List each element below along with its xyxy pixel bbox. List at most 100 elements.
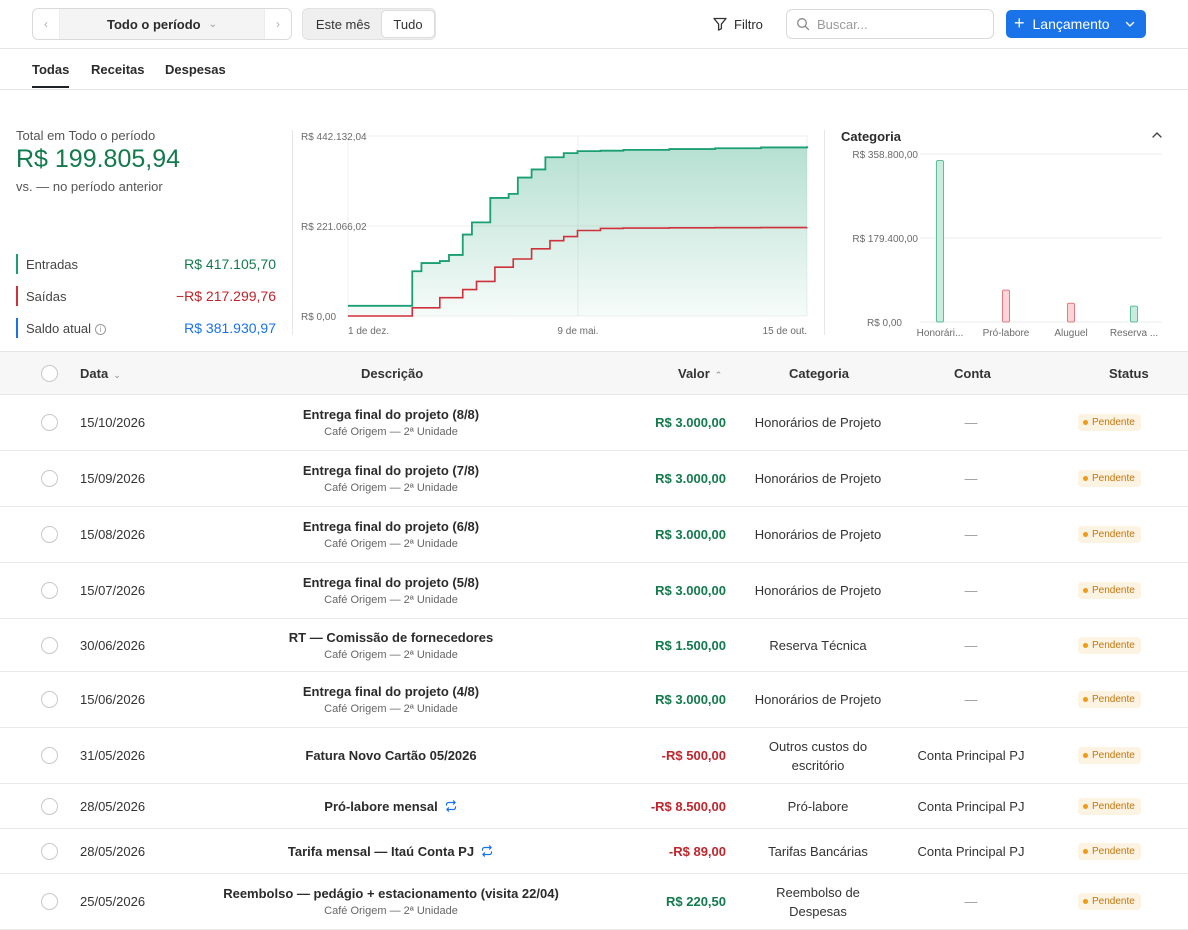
row-subtitle: Café Origem — 2ª Unidade xyxy=(324,703,458,715)
row-account: — xyxy=(964,583,978,598)
row-title-wrap: Entrega final do projeto (7/8) xyxy=(303,463,479,478)
filter-label: Filtro xyxy=(734,16,763,32)
row-category: Honorários de Projeto xyxy=(754,583,882,598)
row-value: R$ 220,50 xyxy=(666,894,726,909)
status-label: Pendente xyxy=(1092,639,1135,651)
chevron-up-icon[interactable] xyxy=(1150,128,1164,142)
row-date: 25/05/2026 xyxy=(80,894,146,909)
row-subtitle: Café Origem — 2ª Unidade xyxy=(324,426,458,438)
period-dropdown[interactable]: Todo o período ⌄ xyxy=(60,9,264,39)
row-checkbox[interactable] xyxy=(41,526,58,543)
category-chart: R$ 358.800,00 R$ 179.400,00 R$ 0,00 Hono… xyxy=(852,150,1162,339)
metric-value: −R$ 217.299,76 xyxy=(175,288,276,304)
status-badge[interactable]: Pendente xyxy=(1078,470,1141,487)
status-dot xyxy=(1083,803,1088,809)
status-badge[interactable]: Pendente xyxy=(1078,842,1141,860)
row-date: 15/10/2026 xyxy=(80,415,146,430)
header-account[interactable]: Conta xyxy=(954,366,991,381)
status-label: Pendente xyxy=(1092,800,1135,812)
segment-this-month[interactable]: Este mês xyxy=(315,16,371,32)
row-category: Outros custos do escritório xyxy=(768,738,868,773)
tab-receitas[interactable]: Receitas xyxy=(91,62,145,77)
header-status[interactable]: Status xyxy=(1109,366,1149,381)
tab-despesas[interactable]: Despesas xyxy=(165,62,226,77)
chevron-left-icon: ‹ xyxy=(44,17,48,31)
row-checkbox[interactable] xyxy=(41,470,58,487)
status-label: Pendente xyxy=(1092,585,1135,596)
row-account: Conta Principal PJ xyxy=(917,843,1025,859)
category-bar[interactable] xyxy=(1130,305,1138,323)
row-checkbox[interactable] xyxy=(41,843,58,860)
total-label: Total em Todo o período xyxy=(16,128,156,143)
table-row[interactable]: 28/05/2026 Tarifa mensal — Itaú Conta PJ -… xyxy=(0,829,1188,874)
row-checkbox[interactable] xyxy=(41,747,58,764)
chevron-up-icon: ⌃ xyxy=(714,370,723,380)
row-checkbox[interactable] xyxy=(41,798,58,815)
category-bar[interactable] xyxy=(1067,302,1075,323)
saidas-line xyxy=(348,226,808,317)
header-date[interactable]: Data ⌄ xyxy=(80,366,121,381)
entradas-line xyxy=(348,146,808,307)
table-row[interactable]: 31/05/2026 Fatura Novo Cartão 05/2026 -R$ … xyxy=(0,728,1188,784)
row-category: Pró-labore xyxy=(787,798,849,814)
chevron-down-icon: ⌄ xyxy=(113,370,121,380)
row-checkbox[interactable] xyxy=(41,691,58,708)
row-date: 30/06/2026 xyxy=(80,637,146,653)
category-bar[interactable] xyxy=(936,159,944,323)
header-value[interactable]: Valor ⌃ xyxy=(678,366,723,381)
row-status: Pendente xyxy=(1078,874,1141,929)
row-account: — xyxy=(964,894,978,909)
new-entry-button[interactable]: + Lançamento xyxy=(1006,10,1146,38)
table-row[interactable]: 15/06/2026 Entrega final do projeto (4/8)… xyxy=(0,672,1188,728)
table-row[interactable]: 15/09/2026 Entrega final do projeto (7/8)… xyxy=(0,451,1188,507)
status-badge[interactable]: Pendente xyxy=(1078,414,1141,431)
row-category: Honorários de Projeto xyxy=(754,527,882,542)
table-row[interactable]: 30/06/2026 RT — Comissão de fornecedores C… xyxy=(0,619,1188,672)
status-badge[interactable]: Pendente xyxy=(1078,691,1141,708)
info-icon[interactable]: i xyxy=(95,323,107,335)
table-row[interactable]: 28/05/2026 Pró-labore mensal -R$ 8.500,00 P… xyxy=(0,784,1188,829)
row-checkbox[interactable] xyxy=(41,582,58,599)
table-row[interactable]: 15/07/2026 Entrega final do projeto (5/8)… xyxy=(0,563,1188,619)
table-row[interactable]: 15/08/2026 Entrega final do projeto (6/8)… xyxy=(0,507,1188,563)
status-badge[interactable]: Pendente xyxy=(1078,747,1141,764)
status-badge[interactable]: Pendente xyxy=(1078,636,1141,654)
table-row[interactable]: 25/05/2026 Reembolso — pedágio + estacion… xyxy=(0,874,1188,930)
category-bar[interactable] xyxy=(1002,289,1010,323)
status-badge[interactable]: Pendente xyxy=(1078,582,1141,599)
row-checkbox[interactable] xyxy=(41,414,58,431)
select-all-checkbox[interactable] xyxy=(41,365,58,382)
row-checkbox[interactable] xyxy=(41,637,58,654)
table-row[interactable]: 15/10/2026 Entrega final do projeto (8/8)… xyxy=(0,395,1188,451)
row-description: Entrega final do projeto (5/8) Café Orige… xyxy=(190,563,592,618)
row-category: Tarifas Bancárias xyxy=(768,843,868,859)
search-icon xyxy=(797,18,810,31)
tab-todas[interactable]: Todas xyxy=(32,62,70,88)
status-badge[interactable]: Pendente xyxy=(1078,526,1141,543)
row-category: Reserva Técnica xyxy=(769,637,867,653)
search-input[interactable] xyxy=(817,16,977,32)
status-badge[interactable]: Pendente xyxy=(1078,797,1141,815)
category-label: Aluguel xyxy=(1054,328,1087,339)
status-dot xyxy=(1083,420,1088,425)
filter-button[interactable]: Filtro xyxy=(712,12,763,36)
row-category: Honorários de Projeto xyxy=(754,692,882,707)
row-checkbox[interactable] xyxy=(41,893,58,910)
status-label: Pendente xyxy=(1092,750,1135,761)
segment-all[interactable]: Tudo xyxy=(382,11,434,37)
header-category[interactable]: Categoria xyxy=(789,366,849,381)
row-value: -R$ 89,00 xyxy=(668,843,726,859)
plus-icon: + xyxy=(1014,13,1025,33)
next-period-button[interactable]: › xyxy=(264,9,291,39)
row-subtitle: Café Origem — 2ª Unidade xyxy=(324,482,458,494)
row-status: Pendente xyxy=(1078,619,1141,671)
x-tick-label: 1 de dez. xyxy=(348,326,389,337)
header-description[interactable]: Descrição xyxy=(361,366,424,381)
total-value: R$ 199.805,94 xyxy=(16,145,181,173)
prev-period-button[interactable]: ‹ xyxy=(33,9,60,39)
row-title: Entrega final do projeto (6/8) xyxy=(302,519,480,534)
status-badge[interactable]: Pendente xyxy=(1078,893,1141,910)
chevron-right-icon: › xyxy=(276,17,280,31)
row-date: 15/06/2026 xyxy=(80,692,146,707)
row-title-wrap: Entrega final do projeto (8/8) xyxy=(303,407,479,422)
